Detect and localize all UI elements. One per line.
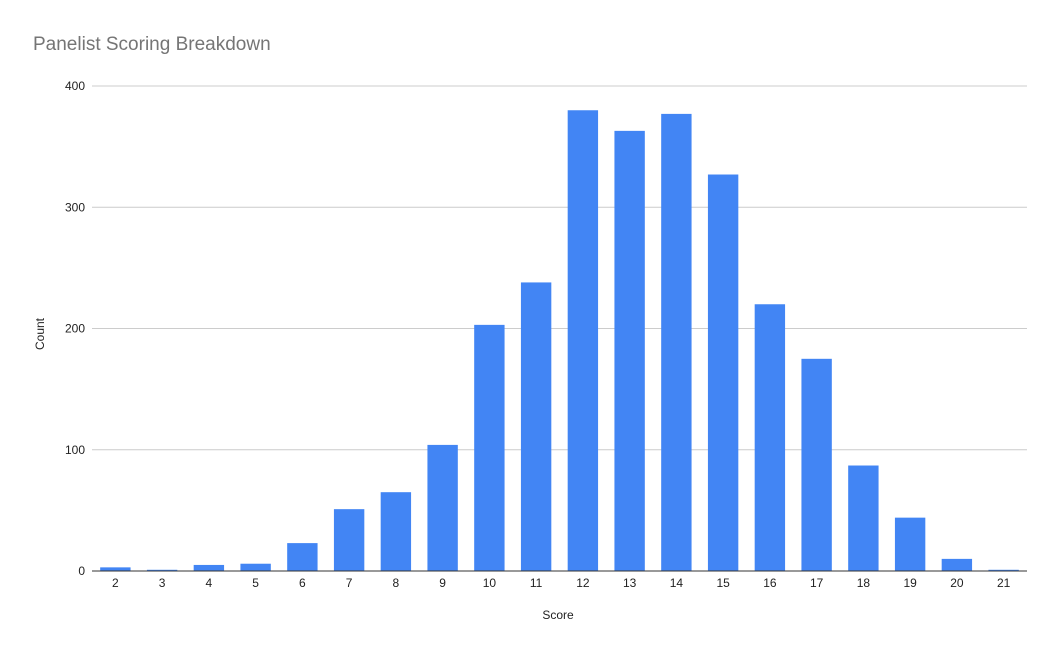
chart-title: Panelist Scoring Breakdown xyxy=(33,34,271,55)
x-tick-label: 10 xyxy=(483,576,497,590)
x-tick-label: 8 xyxy=(393,576,400,590)
x-tick-label: 4 xyxy=(206,576,213,590)
x-axis-ticks: 2 3 4 5 6 7 8 9 10 11 12 13 14 15 16 17 18 19 20 21 xyxy=(112,576,1011,590)
x-tick-label: 5 xyxy=(252,576,259,590)
x-tick-label: 17 xyxy=(810,576,824,590)
bar-13 xyxy=(614,130,645,572)
y-tick-label: 200 xyxy=(65,322,85,336)
bar-15 xyxy=(707,174,739,571)
x-tick-label: 21 xyxy=(997,576,1011,590)
x-tick-label: 6 xyxy=(299,576,306,590)
x-tick-label: 16 xyxy=(763,576,777,590)
bar-14 xyxy=(661,113,692,571)
bar-8 xyxy=(380,492,412,571)
bar-2 xyxy=(100,567,131,571)
x-tick-label: 11 xyxy=(530,576,543,590)
gridlines xyxy=(92,85,1027,451)
bar-16 xyxy=(754,304,786,571)
bar-18 xyxy=(848,465,879,571)
bar-12 xyxy=(567,110,599,571)
x-tick-label: 9 xyxy=(439,576,446,590)
x-tick-label: 2 xyxy=(112,576,119,590)
y-tick-label: 300 xyxy=(65,200,85,214)
y-axis-title: Count xyxy=(33,317,47,350)
x-tick-label: 15 xyxy=(716,576,730,590)
bar-10 xyxy=(474,324,505,571)
x-tick-label: 7 xyxy=(346,576,353,590)
bar-20 xyxy=(941,558,973,571)
y-tick-label: 100 xyxy=(65,443,85,457)
y-tick-label: 0 xyxy=(78,564,85,578)
x-tick-label: 12 xyxy=(576,576,590,590)
x-tick-label: 3 xyxy=(159,576,166,590)
bars xyxy=(100,110,1019,572)
bar-3 xyxy=(146,569,178,571)
y-axis-ticks: 0 100 200 300 400 xyxy=(65,79,85,578)
bar-4 xyxy=(193,564,225,571)
bar-17 xyxy=(801,358,832,571)
bar-9 xyxy=(427,444,458,571)
bar-21 xyxy=(988,569,1019,571)
bar-19 xyxy=(894,517,926,571)
bar-7 xyxy=(333,509,365,571)
y-tick-label: 400 xyxy=(65,79,85,93)
x-tick-label: 20 xyxy=(950,576,964,590)
x-tick-label: 14 xyxy=(670,576,684,590)
x-tick-label: 13 xyxy=(623,576,637,590)
bar-6 xyxy=(287,543,318,571)
x-tick-label: 19 xyxy=(903,576,917,590)
bar-11 xyxy=(520,282,552,571)
x-tick-label: 18 xyxy=(857,576,871,590)
bar-5 xyxy=(240,563,271,571)
x-axis-title: Score xyxy=(542,608,574,622)
